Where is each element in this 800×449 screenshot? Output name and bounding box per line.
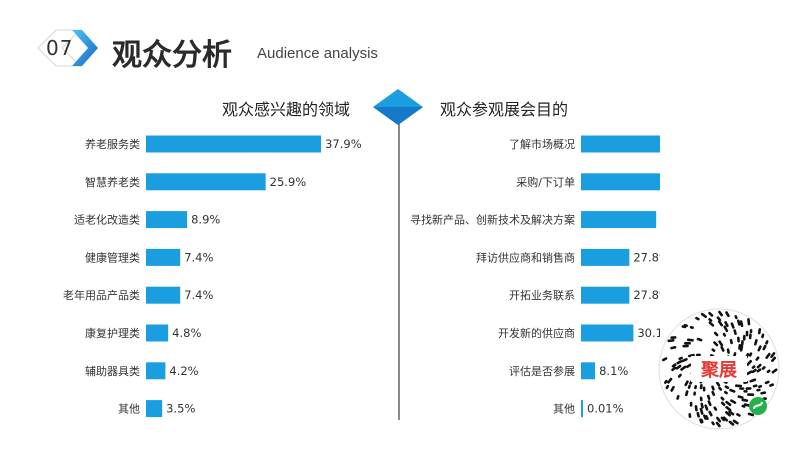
category-label: 了解市场概况 xyxy=(509,137,575,151)
bar xyxy=(146,286,181,304)
category-label: 其他 xyxy=(553,403,575,416)
value-label: 25.9% xyxy=(270,175,307,189)
page-subtitle: Audience analysis xyxy=(257,45,378,62)
category-label: 采购/下订单 xyxy=(516,175,575,189)
value-label: 7.4% xyxy=(184,288,213,302)
value-label: 27.8% xyxy=(633,250,660,264)
bar xyxy=(146,173,266,191)
bar xyxy=(146,248,181,266)
page-title: 观众分析 xyxy=(112,38,232,73)
category-label: 康复护理类 xyxy=(85,326,140,340)
category-label: 拜访供应商和销售商 xyxy=(476,250,575,264)
bar xyxy=(146,211,188,229)
qr-logo-text: 聚展 xyxy=(700,360,738,381)
category-label: 评估是否参展 xyxy=(509,364,575,378)
value-label: 30.1% xyxy=(637,326,660,340)
chevron-badge-icon xyxy=(37,29,98,67)
value-label: 8.1% xyxy=(599,364,628,378)
bar xyxy=(581,362,596,380)
bar xyxy=(581,135,660,153)
category-label: 开拓业务联系 xyxy=(509,288,575,302)
bar xyxy=(146,400,163,418)
value-label: 7.4% xyxy=(184,250,213,264)
bar xyxy=(146,324,169,342)
bar xyxy=(146,362,166,380)
category-label: 健康管理类 xyxy=(85,250,140,264)
value-label: 37.9% xyxy=(325,137,362,151)
value-label: 4.2% xyxy=(169,364,198,378)
category-label: 辅助器具类 xyxy=(85,364,140,378)
bar xyxy=(581,211,657,229)
value-label: 27.8% xyxy=(633,288,660,302)
category-label: 养老服务类 xyxy=(85,137,140,151)
section-number: 07 xyxy=(46,36,74,60)
category-label: 智慧养老类 xyxy=(85,175,140,189)
value-label: 3.5% xyxy=(166,402,195,416)
category-label: 寻找新产品、创新技术及解决方案 xyxy=(410,213,575,227)
bar xyxy=(581,286,630,304)
right-chart-title: 观众参观展会目的 xyxy=(440,100,569,119)
value-label: 8.9% xyxy=(191,213,220,227)
category-label: 其他 xyxy=(118,403,140,416)
value-label: 4.8% xyxy=(172,326,201,340)
category-label: 开发新的供应商 xyxy=(498,326,575,340)
center-divider xyxy=(398,120,400,420)
category-label: 适老化改造类 xyxy=(74,213,140,227)
value-label: 0.01% xyxy=(587,402,624,416)
left-chart-title: 观众感兴趣的领域 xyxy=(222,100,351,119)
page-header: 07 观众分析 Audience analysis xyxy=(0,0,800,80)
right-bar-chart: 了解市场概况60.6%采购/下订单76%寻找新产品、创新技术及解决方案43.2%… xyxy=(410,135,660,418)
bar xyxy=(581,400,583,418)
left-bar-chart: 养老服务类 37.9% 智慧养老类 25.9% 适老化改造类 8.9% 健康管理类 7.4% 老… xyxy=(63,135,362,418)
bar xyxy=(146,135,322,153)
mini-program-qr-code: 聚展 xyxy=(658,308,780,430)
bar xyxy=(581,324,634,342)
category-label: 老年用品产品类 xyxy=(63,288,140,302)
bar xyxy=(581,173,660,191)
bar xyxy=(581,248,630,266)
diamond-icon xyxy=(373,89,423,125)
